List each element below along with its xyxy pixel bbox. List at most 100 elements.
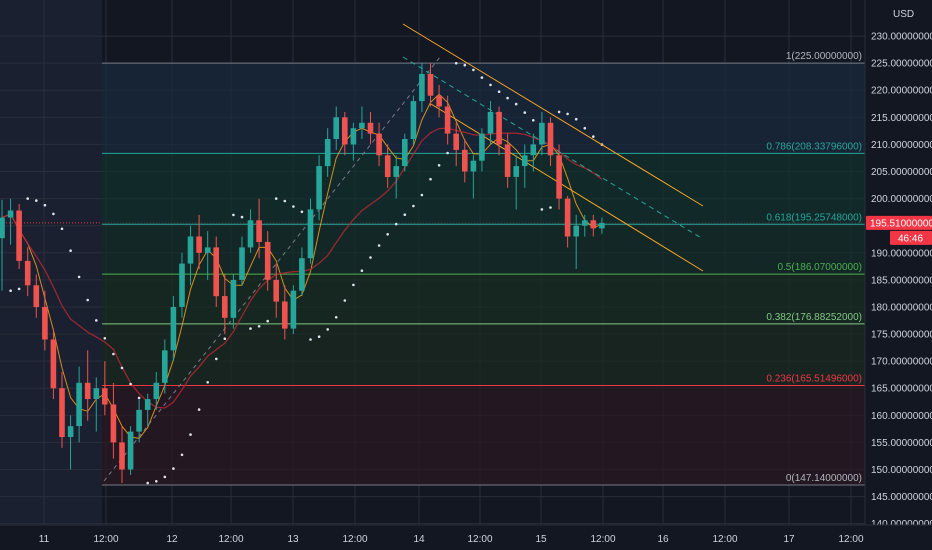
candle [444,95,451,145]
candle-body [247,220,254,248]
candle-body [599,223,605,229]
sar-dot [429,177,432,181]
sar-dot [146,481,149,485]
fib-level-label: 0.786(208.33796000) [766,141,862,152]
candle [76,366,82,443]
sar-dot [215,357,218,361]
candle-body [359,122,365,129]
last-price-badge [866,215,932,230]
pre-session-shade [0,0,102,525]
sar-dot [137,396,141,400]
candle-body [256,220,262,242]
candle-body [496,111,502,145]
sar-dot [43,203,47,207]
candle-body [273,279,279,302]
sar-dot [309,338,312,341]
candle-body [444,106,451,134]
candle-body [187,236,194,264]
candle-body [487,111,494,134]
last-price-value: 195.51000000 [870,218,932,229]
sar-dot [394,222,398,226]
x-tick-label: 13 [287,534,299,545]
candle [436,84,442,118]
price-axis[interactable] [865,0,932,550]
candle-body [127,431,134,470]
sar-dot [592,135,595,138]
candle [410,95,417,145]
candle-body [239,247,245,280]
sar-dot [437,164,441,167]
candle [462,139,468,183]
candle-body [402,139,408,167]
sar-dot [112,352,115,356]
fib-zone [102,224,865,275]
x-tick-label: 15 [535,534,547,545]
sar-dot [317,335,321,339]
y-tick-label: 185.00000000 [871,275,932,286]
candle-body [462,149,468,172]
candle [393,155,399,199]
candle-body [384,155,391,177]
candle-body [324,139,331,167]
candle-body [213,247,219,297]
sar-dot [180,453,184,457]
sar-dot [17,287,21,291]
sar-dot [86,298,89,302]
sar-dot [403,213,407,216]
sar-dot [266,319,270,323]
x-tick-label: 11 [39,534,50,545]
sar-dot [77,275,81,279]
y-tick-label: 200.00000000 [871,194,932,205]
candle [402,133,408,172]
x-tick-label: 12:00 [712,534,737,545]
candle-body [376,133,382,156]
sar-dot [240,215,244,219]
candle-body [564,198,571,237]
candle-body [410,101,417,139]
x-tick-label: 12 [166,534,178,545]
candle [564,195,571,248]
candle-body [367,122,374,134]
candle [93,377,100,432]
candle-body [590,220,597,229]
candle-body [24,260,31,286]
sar-dot [352,283,355,287]
candle-body [67,426,74,437]
sar-dot [566,112,569,116]
candle-body [530,144,537,156]
candle-body [504,144,511,177]
candle [239,236,245,286]
candle [427,63,434,107]
sar-dot [197,408,201,411]
sar-dot [377,244,381,247]
sar-dot [360,269,364,273]
candle [144,393,151,427]
sar-dot [523,111,527,114]
candle [470,155,477,199]
time-axis[interactable] [0,525,932,550]
candle [479,128,485,172]
sar-dot [369,256,372,259]
x-tick-label: 14 [413,534,425,545]
sar-dot [249,327,252,330]
sar-dot [129,382,132,386]
x-tick-label: 16 [657,534,669,545]
sar-dot [274,197,278,200]
candle-body [0,217,5,239]
sar-dot [292,205,295,208]
candle-body [162,350,168,383]
sar-dot [574,117,578,121]
sar-dot [155,480,158,483]
fib-zone [102,323,865,386]
candle-body [573,225,579,237]
sar-dot [189,433,192,436]
candle [59,371,65,448]
x-tick-label: 12:00 [838,534,863,545]
sar-dot [506,96,509,100]
candle [42,290,48,351]
y-tick-label: 170.00000000 [871,357,932,368]
candle-body [307,209,314,259]
candle-body [196,236,202,253]
candle [453,122,459,167]
